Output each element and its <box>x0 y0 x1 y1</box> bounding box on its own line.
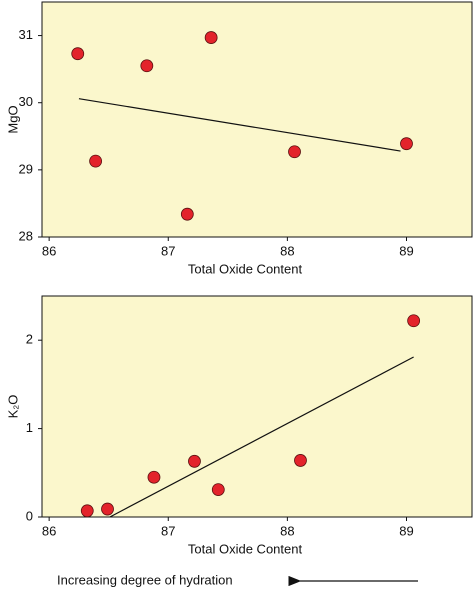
trendline <box>109 356 414 518</box>
y-axis-label: K₂O <box>5 395 20 419</box>
plot-area <box>41 1 473 238</box>
y-tick-label: 31 <box>19 27 33 42</box>
point <box>188 454 201 468</box>
x-tick-label: 86 <box>42 523 56 538</box>
point <box>400 137 413 151</box>
y-tick-label: 2 <box>26 332 33 347</box>
x-axis-label: Total Oxide Content <box>188 541 303 556</box>
x-tick-label: 87 <box>161 523 175 538</box>
point <box>89 154 103 168</box>
y-tick-label: 30 <box>19 94 33 109</box>
x-tick-label: 88 <box>280 243 294 258</box>
point <box>288 145 301 159</box>
y-tick-label: 29 <box>19 161 33 176</box>
x-tick-label: 87 <box>161 243 175 258</box>
y-tick-label: 1 <box>26 420 33 435</box>
point <box>204 31 218 44</box>
point <box>147 470 161 484</box>
y-tick-label: 0 <box>26 508 33 523</box>
x-tick-label: 89 <box>399 243 413 258</box>
point <box>140 59 154 73</box>
trendline <box>78 98 401 152</box>
x-tick-label: 89 <box>399 523 413 538</box>
point <box>71 47 85 61</box>
x-axis-label: Total Oxide Content <box>188 261 303 276</box>
y-tick-label: 28 <box>19 228 33 243</box>
y-axis-label: MgO <box>5 105 20 133</box>
x-tick-label: 88 <box>280 523 294 538</box>
plot-area <box>41 295 473 518</box>
point <box>180 207 194 221</box>
point <box>294 454 307 467</box>
point <box>80 504 94 518</box>
x-tick-label: 86 <box>42 243 56 258</box>
point <box>101 502 114 516</box>
annotation: Increasing degree of hydration <box>57 572 233 587</box>
point <box>407 314 421 328</box>
point <box>211 483 225 496</box>
